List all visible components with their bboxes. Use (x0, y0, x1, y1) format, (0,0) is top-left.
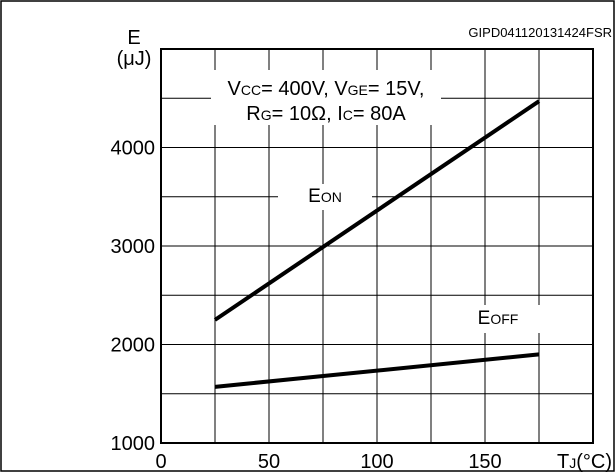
y-tick-label: 1000 (111, 433, 156, 455)
series-eoff-label: EOFF (478, 308, 519, 329)
series-eon-label: EON (308, 186, 342, 207)
x-tick-label: 150 (468, 451, 501, 472)
label-mask (455, 305, 541, 333)
y-tick-label: 3000 (111, 236, 156, 258)
conditions-line-2: RG= 10Ω, IC= 80A (246, 103, 406, 125)
plot-frame (160, 48, 594, 444)
series (213, 99, 541, 389)
x-axis-label: TJ(°C) (557, 451, 612, 472)
x-tick-label: 100 (360, 451, 393, 472)
grid (161, 49, 593, 443)
series-eoff-line (214, 352, 540, 389)
x-tick-label: 0 (155, 451, 166, 472)
series-eon-line (213, 99, 541, 322)
figure-id: GIPD041120131424FSR (468, 25, 612, 40)
y-tick-label: 2000 (111, 335, 156, 357)
y-axis-symbol: E (127, 27, 140, 49)
y-tick-label: 4000 (111, 138, 156, 160)
labels: EON EOFF VCC= 400V, VGE= 15V, RG= 10Ω, IC= … (111, 25, 613, 472)
label-mask (278, 184, 372, 210)
x-tick-label: 50 (258, 451, 280, 472)
y-axis-unit: (μJ) (117, 48, 152, 70)
label-mask (211, 70, 441, 125)
conditions-line-1: VCC= 400V, VGE= 15V, (228, 78, 425, 100)
